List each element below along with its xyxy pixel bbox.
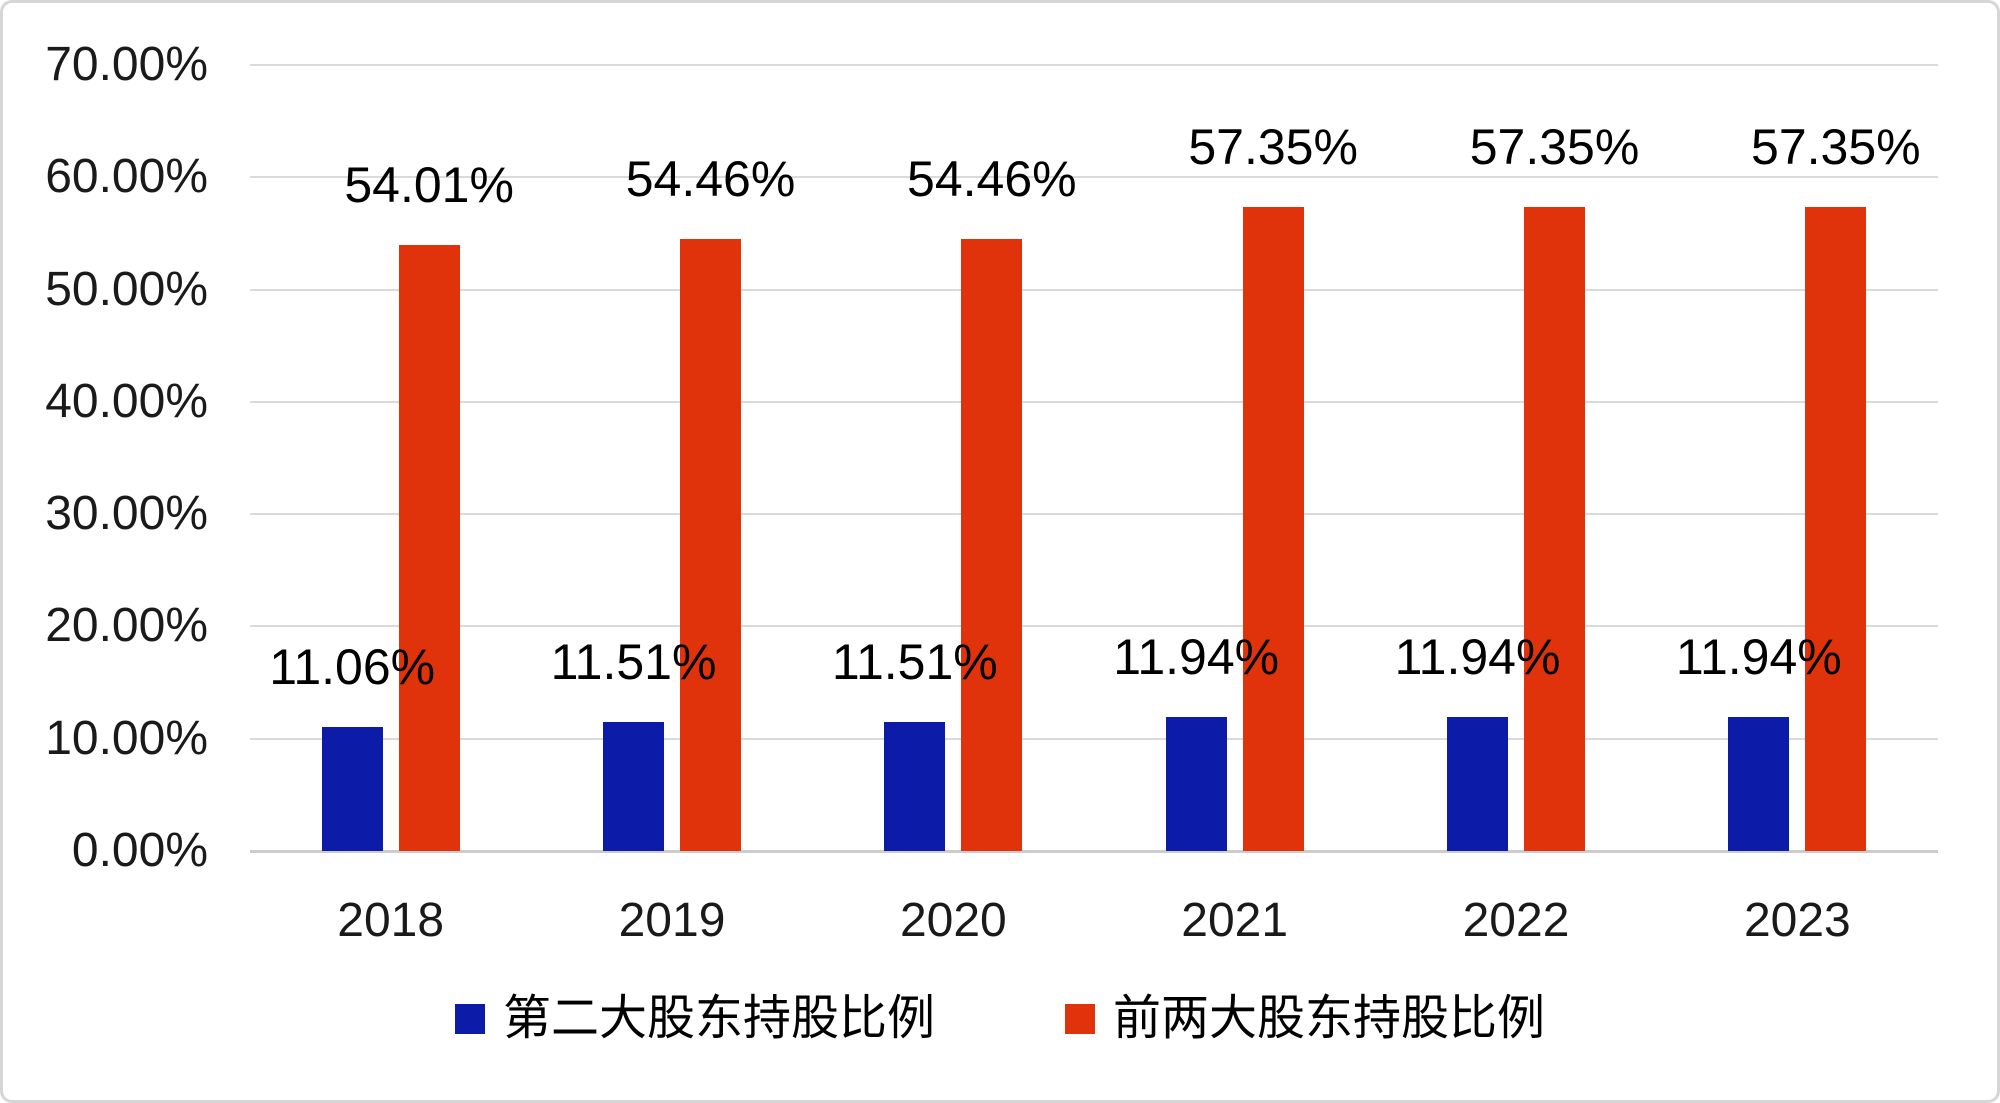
x-axis-tick-label: 2020 <box>899 894 1007 947</box>
data-label: 54.46% <box>625 151 796 208</box>
legend-item-second-shareholder: 第二大股东持股比例 <box>454 991 935 1047</box>
data-label: 57.35% <box>1188 119 1358 176</box>
bar-top-two-shareholders <box>680 239 741 851</box>
gridline <box>250 625 1938 628</box>
bar-second-shareholder <box>1447 716 1508 851</box>
data-label: 11.94% <box>1675 628 1842 685</box>
legend-swatch-red-icon <box>1065 1004 1095 1034</box>
y-axis-tick-label: 30.00% <box>45 487 208 541</box>
bar-top-two-shareholders <box>1242 207 1304 851</box>
y-axis-tick-label: 60.00% <box>45 150 208 204</box>
y-axis-tick-label: 40.00% <box>45 374 208 428</box>
x-axis-tick-label: 2023 <box>1743 894 1851 947</box>
bar-second-shareholder <box>603 721 664 851</box>
legend-swatch-blue-icon <box>454 1004 485 1034</box>
y-axis-tick-label: 10.00% <box>45 711 208 765</box>
data-label: 11.51% <box>831 633 998 690</box>
x-axis-tick-label: 2019 <box>618 894 726 947</box>
data-label: 54.46% <box>907 151 1077 208</box>
data-label: 11.06% <box>269 638 436 695</box>
y-axis-tick-label: 20.00% <box>45 599 208 653</box>
y-axis-tick-label: 0.00% <box>71 824 208 877</box>
gridline <box>250 513 1938 516</box>
y-axis-tick-label: 70.00% <box>45 38 208 91</box>
bar-top-two-shareholders <box>1805 207 1867 851</box>
legend-item-top-two-shareholders: 前两大股东持股比例 <box>1065 991 1545 1047</box>
gridline <box>250 288 1938 291</box>
bar-second-shareholder <box>884 721 946 851</box>
x-axis-tick-label: 2018 <box>337 894 445 947</box>
data-label: 54.01% <box>344 156 514 213</box>
legend-label-second-shareholder: 第二大股东持股比例 <box>502 992 935 1045</box>
bar-top-two-shareholders <box>398 244 460 851</box>
bar-second-shareholder <box>321 726 383 851</box>
chart-legend: 第二大股东持股比例 前两大股东持股比例 <box>3 991 1997 1047</box>
legend-label-top-two-shareholders: 前两大股东持股比例 <box>1113 992 1546 1045</box>
bar-top-two-shareholders <box>1524 207 1585 851</box>
bar-top-two-shareholders <box>961 239 1023 851</box>
bar-second-shareholder <box>1165 716 1227 851</box>
gridline <box>250 400 1938 403</box>
gridline <box>250 176 1938 179</box>
gridline <box>250 737 1938 740</box>
data-label: 11.94% <box>1394 628 1561 685</box>
data-label: 11.51% <box>550 633 717 690</box>
data-label: 57.35% <box>1469 119 1640 176</box>
x-axis-tick-label: 2021 <box>1181 894 1289 947</box>
bar-second-shareholder <box>1728 716 1790 851</box>
data-label: 11.94% <box>1113 628 1280 685</box>
gridline <box>250 64 1938 66</box>
x-axis-baseline <box>250 849 1938 853</box>
y-axis-tick-label: 50.00% <box>45 262 208 316</box>
plot-area: 0.00% 10.00% 20.00% 30.00% 40.00% 50.00% 60.00… <box>3 3 1997 1100</box>
x-axis-tick-label: 2022 <box>1462 894 1570 947</box>
data-label: 57.35% <box>1751 119 1921 176</box>
